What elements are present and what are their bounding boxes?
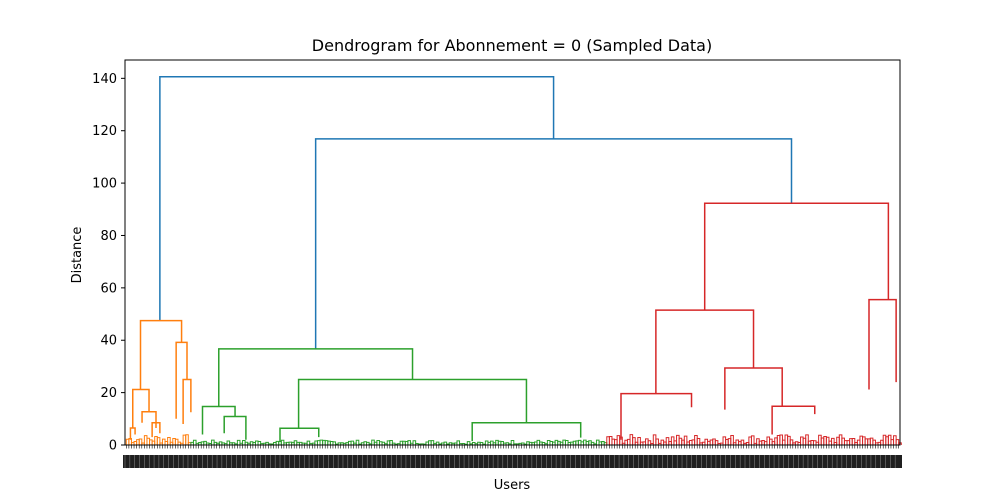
leaf-link bbox=[138, 438, 143, 445]
dendrogram-link bbox=[314, 138, 793, 349]
dendrogram-link bbox=[175, 341, 188, 419]
y-tick-label: 40 bbox=[100, 334, 117, 349]
leaf-link bbox=[128, 438, 132, 445]
dendrogram-link bbox=[201, 405, 236, 435]
y-tick-label: 80 bbox=[100, 229, 117, 244]
dendrogram-link bbox=[868, 298, 897, 390]
leaf-link bbox=[895, 439, 900, 445]
leaf-link bbox=[412, 440, 417, 445]
dendrogram-link bbox=[223, 415, 247, 440]
dendrogram-link bbox=[279, 427, 320, 442]
y-axis-label: Distance bbox=[70, 227, 85, 284]
dendrogram-link bbox=[703, 202, 890, 311]
dendrogram-link bbox=[771, 405, 816, 435]
leaf-link bbox=[647, 440, 652, 445]
leaf-link bbox=[332, 441, 337, 445]
dendrogram-link bbox=[620, 392, 693, 440]
dendrogram-link bbox=[655, 309, 755, 394]
leaf-link bbox=[805, 434, 809, 445]
y-tick-label: 100 bbox=[92, 177, 117, 192]
plot-frame bbox=[124, 59, 901, 446]
leaf-link bbox=[466, 441, 471, 445]
leaf-link bbox=[510, 440, 515, 445]
dendrogram-link bbox=[132, 388, 150, 428]
dendrogram-link bbox=[141, 410, 157, 428]
x-axis-label: Users bbox=[494, 478, 531, 493]
x-axis bbox=[123, 445, 902, 468]
dendrogram-link bbox=[182, 378, 192, 425]
leaf-link bbox=[851, 437, 856, 445]
y-axis: 0 20 40 60 80 100 120 140 bbox=[92, 72, 125, 454]
y-tick-label: 140 bbox=[92, 72, 117, 87]
leaf-link bbox=[740, 439, 745, 445]
leaf-link bbox=[236, 439, 241, 445]
leaf-link bbox=[619, 436, 623, 445]
leaf-link bbox=[730, 434, 734, 445]
y-tick-label: 0 bbox=[109, 439, 117, 454]
dendrogram-link bbox=[218, 348, 414, 407]
y-tick-label: 20 bbox=[100, 386, 117, 401]
dendrogram-link bbox=[471, 421, 582, 442]
dendrogram-link bbox=[159, 76, 555, 321]
leaf-link bbox=[750, 435, 755, 445]
leaf-link bbox=[185, 434, 189, 445]
leaf-link bbox=[632, 437, 636, 445]
leaf-link bbox=[714, 440, 719, 445]
leaf-link bbox=[355, 439, 360, 445]
leaf-link bbox=[430, 440, 435, 445]
leaf-link bbox=[156, 437, 161, 445]
y-tick-label: 60 bbox=[100, 281, 117, 296]
leaf-link bbox=[683, 435, 688, 445]
y-tick-label: 120 bbox=[92, 124, 117, 139]
leaf-link bbox=[831, 437, 835, 445]
dendrogram-links bbox=[129, 76, 897, 442]
dendrogram-link bbox=[724, 367, 783, 410]
chart-title: Dendrogram for Abonnement = 0 (Sampled D… bbox=[312, 36, 712, 55]
dendrogram-link bbox=[151, 421, 161, 438]
leaf-link bbox=[167, 437, 171, 445]
dendrogram-link bbox=[129, 427, 136, 440]
leaf-link bbox=[192, 439, 197, 445]
leaf-link bbox=[306, 440, 311, 445]
leaf-link bbox=[637, 436, 641, 445]
leaf-clutter bbox=[125, 434, 902, 445]
leaf-link bbox=[696, 437, 701, 445]
leaf-link bbox=[456, 440, 461, 445]
dendrogram-link bbox=[139, 319, 183, 390]
leaf-link bbox=[655, 438, 659, 445]
dendrogram-link bbox=[297, 378, 528, 429]
